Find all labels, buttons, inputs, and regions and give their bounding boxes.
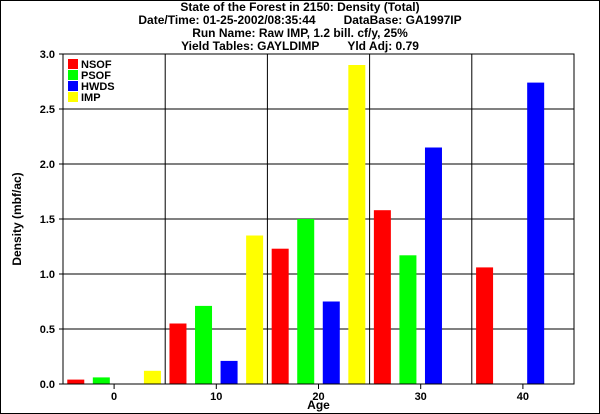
- y-tick-label: 1.0: [40, 269, 55, 281]
- y-tick-label: 2.0: [40, 159, 55, 171]
- run-name-label: Run Name: Raw IMP, 1.2 bill. cf/y, 25%: [192, 26, 408, 40]
- yld-adj-label: Yld Adj: 0.79: [347, 39, 419, 53]
- bar-psof: [399, 255, 417, 384]
- bar-nsof: [271, 248, 289, 384]
- bar-psof: [195, 305, 213, 384]
- bar-hwds: [322, 301, 340, 384]
- chart-header: State of the Forest in 2150: Density (To…: [1, 1, 599, 53]
- y-tick-label: 0.0: [40, 379, 55, 391]
- y-axis-label: Density (mbf/ac): [10, 172, 24, 265]
- legend-swatch-psof: [68, 70, 78, 80]
- legend-label-imp: IMP: [81, 92, 101, 104]
- bar-nsof: [67, 379, 85, 384]
- bar-psof: [92, 377, 110, 384]
- bar-imp: [348, 65, 366, 384]
- bar-imp: [246, 235, 264, 384]
- bar-imp: [143, 370, 161, 384]
- bar-psof: [297, 219, 315, 384]
- y-tick-label: 1.5: [40, 214, 55, 226]
- legend-swatch-imp: [68, 92, 78, 102]
- database-label: DataBase: GA1997IP: [343, 13, 462, 27]
- datetime-label: Date/Time: 01-25-2002/08:35:44: [138, 13, 316, 27]
- x-tick-label: 0: [111, 391, 117, 403]
- legend-label-hwds: HWDS: [81, 81, 115, 93]
- x-tick-label: 40: [517, 391, 529, 403]
- y-tick-label: 3.0: [40, 49, 55, 61]
- legend-label-nsof: NSOF: [81, 59, 112, 71]
- legend-label-psof: PSOF: [81, 70, 111, 82]
- x-tick-label: 30: [415, 391, 427, 403]
- y-tick-label: 2.5: [40, 104, 55, 116]
- bar-hwds: [527, 82, 545, 384]
- x-tick-label: 20: [312, 391, 324, 403]
- bar-nsof: [373, 210, 391, 384]
- bar-hwds: [424, 147, 442, 384]
- yield-tables-label: Yield Tables: GAYLDIMP: [181, 39, 320, 53]
- x-axis-label: Age: [307, 398, 330, 412]
- bar-nsof: [169, 323, 187, 384]
- y-tick-label: 0.5: [40, 324, 55, 336]
- x-tick-label: 10: [210, 391, 222, 403]
- bar-hwds: [220, 360, 238, 384]
- chart-title: State of the Forest in 2150: Density (To…: [180, 0, 420, 14]
- bar-nsof: [476, 267, 494, 384]
- legend-swatch-hwds: [68, 81, 78, 91]
- legend-swatch-nsof: [68, 59, 78, 69]
- plot-border: [62, 53, 575, 385]
